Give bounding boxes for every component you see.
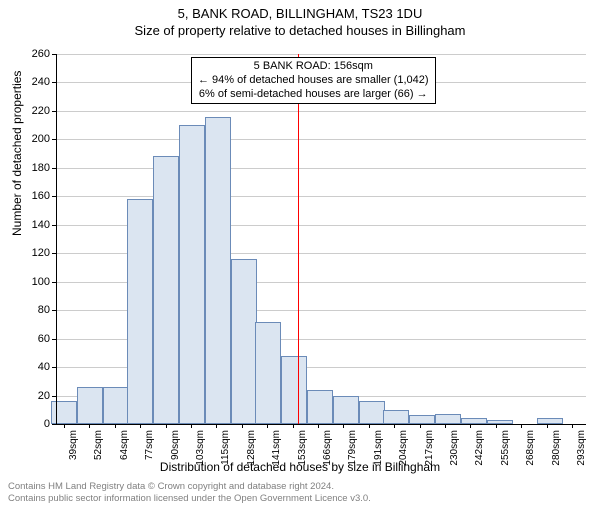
footer-attribution: Contains HM Land Registry data © Crown c… [8,481,371,504]
y-tick-label: 100 [20,276,50,288]
y-tick-label: 200 [20,133,50,145]
x-tick-label: 39sqm [68,430,79,460]
chart-title: 5, BANK ROAD, BILLINGHAM, TS23 1DU [0,6,600,21]
histogram-bar [231,259,256,424]
y-tick-label: 40 [20,361,50,373]
histogram-bar [409,415,434,424]
histogram-bar [435,414,460,424]
chart-container: 5, BANK ROAD, BILLINGHAM, TS23 1DU Size … [0,6,600,506]
histogram-bar [179,125,204,424]
y-tick-label: 240 [20,76,50,88]
y-tick-label: 120 [20,247,50,259]
marker-line [298,54,299,424]
annotation-line: 5 BANK ROAD: 156sqm [198,60,429,74]
y-tick-label: 160 [20,190,50,202]
x-tick-label: 77sqm [144,430,155,460]
histogram-bar [127,199,152,424]
y-tick-label: 60 [20,333,50,345]
histogram-bar [359,401,384,424]
chart-subtitle: Size of property relative to detached ho… [0,23,600,38]
x-tick-label: 90sqm [170,430,181,460]
y-tick-label: 80 [20,304,50,316]
plot-area: 02040608010012014016018020022024026039sq… [56,54,586,424]
histogram-bar [103,387,128,424]
histogram-bar [333,396,358,424]
y-tick-label: 180 [20,162,50,174]
histogram-bar [77,387,102,424]
histogram-bar [383,410,408,424]
x-axis-label: Distribution of detached houses by size … [0,460,600,474]
y-tick-label: 0 [20,418,50,430]
histogram-bar [205,117,230,424]
annotation-line: 6% of semi-detached houses are larger (6… [198,88,429,102]
y-axis [56,54,57,424]
annotation-line: ← 94% of detached houses are smaller (1,… [198,74,429,88]
histogram-bar [307,390,332,424]
histogram-bar [255,322,280,424]
y-tick-label: 20 [20,390,50,402]
grid-line [56,54,586,55]
histogram-bar [281,356,306,424]
y-tick-label: 220 [20,105,50,117]
y-tick-label: 140 [20,219,50,231]
grid-line [56,196,586,197]
grid-line [56,168,586,169]
y-axis-label: Number of detached properties [10,71,24,236]
grid-line [56,139,586,140]
histogram-bar [153,156,178,424]
y-tick-label: 260 [20,48,50,60]
x-tick-label: 64sqm [119,430,130,460]
footer-line-1: Contains HM Land Registry data © Crown c… [8,481,371,492]
x-axis [56,424,586,425]
footer-line-2: Contains public sector information licen… [8,493,371,504]
annotation-box: 5 BANK ROAD: 156sqm← 94% of detached hou… [191,57,436,104]
grid-line [56,111,586,112]
x-tick-label: 52sqm [93,430,104,460]
